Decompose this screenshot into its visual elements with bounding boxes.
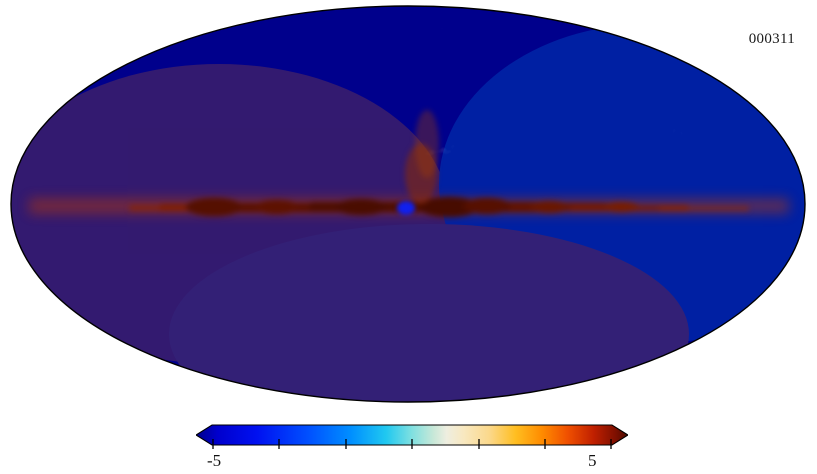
colorbar-scale — [196, 424, 628, 449]
galactic-center-cold-spot — [397, 201, 415, 215]
colorbar-outline — [196, 424, 628, 446]
skymap-outline — [10, 5, 806, 403]
galactic-plane — [29, 110, 789, 217]
colorbar-max-label: 5 — [588, 451, 597, 470]
colorbar-ticks — [212, 439, 612, 449]
corner-id-label: 000311 — [748, 31, 795, 47]
skymap-body — [11, 6, 805, 402]
colorbar-min-label: -5 — [207, 451, 222, 470]
skymap-image — [10, 5, 806, 403]
skymap-panel — [9, 4, 807, 404]
colorbar: -5 5 — [196, 424, 628, 474]
colorbar-gradient — [196, 425, 628, 445]
